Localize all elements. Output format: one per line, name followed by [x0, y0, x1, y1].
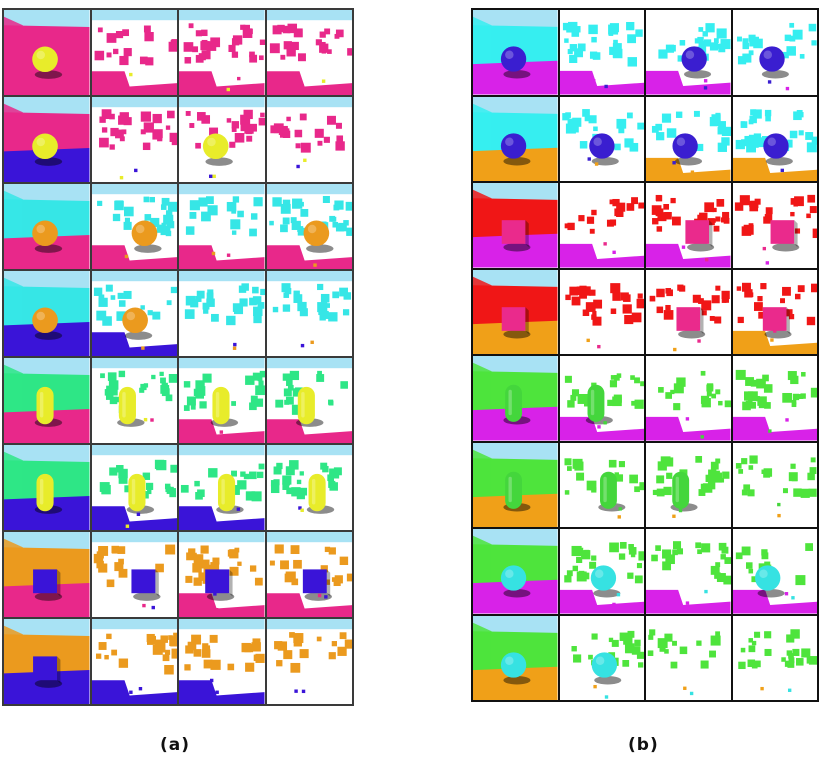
panel-a-image-grid — [2, 8, 354, 706]
scene-thumbnail-b-r7-c2 — [559, 529, 644, 614]
scene-thumbnail-b-r5-c4 — [732, 356, 817, 441]
scene-thumbnail-b-r4-c4 — [732, 269, 817, 354]
scene-thumbnail-b-r2-c3 — [646, 96, 731, 181]
scene-thumbnail-b-r8-c1 — [473, 615, 558, 700]
scene-thumbnail-a-r3-c4 — [266, 184, 352, 269]
scene-thumbnail-b-r1-c1 — [473, 10, 558, 95]
scene-thumbnail-a-r5-c3 — [179, 358, 265, 443]
scene-thumbnail-a-r1-c2 — [91, 10, 177, 95]
scene-thumbnail-a-r6-c1 — [4, 445, 90, 530]
scene-thumbnail-a-r1-c3 — [179, 10, 265, 95]
scene-thumbnail-b-r7-c3 — [646, 529, 731, 614]
scene-thumbnail-a-r4-c2 — [91, 271, 177, 356]
scene-thumbnail-a-r8-c2 — [91, 619, 177, 704]
scene-thumbnail-a-r4-c4 — [266, 271, 352, 356]
scene-thumbnail-b-r6-c3 — [646, 442, 731, 527]
scene-thumbnail-b-r8-c3 — [646, 615, 731, 700]
scene-thumbnail-b-r3-c4 — [732, 183, 817, 268]
scene-thumbnail-a-r5-c4 — [266, 358, 352, 443]
scene-thumbnail-a-r8-c4 — [266, 619, 352, 704]
scene-thumbnail-b-r1-c2 — [559, 10, 644, 95]
scene-thumbnail-b-r6-c2 — [559, 442, 644, 527]
scene-thumbnail-a-r7-c3 — [179, 532, 265, 617]
scene-thumbnail-a-r4-c1 — [4, 271, 90, 356]
scene-thumbnail-b-r4-c1 — [473, 269, 558, 354]
scene-thumbnail-b-r5-c2 — [559, 356, 644, 441]
scene-thumbnail-b-r5-c1 — [473, 356, 558, 441]
scene-thumbnail-b-r2-c1 — [473, 96, 558, 181]
scene-thumbnail-b-r8-c4 — [732, 615, 817, 700]
scene-thumbnail-b-r6-c1 — [473, 442, 558, 527]
scene-thumbnail-a-r7-c4 — [266, 532, 352, 617]
scene-thumbnail-a-r2-c4 — [266, 97, 352, 182]
scene-thumbnail-b-r4-c3 — [646, 269, 731, 354]
scene-thumbnail-a-r2-c1 — [4, 97, 90, 182]
scene-thumbnail-a-r7-c1 — [4, 532, 90, 617]
scene-thumbnail-a-r8-c3 — [179, 619, 265, 704]
panel-b-image-grid — [471, 8, 819, 702]
scene-thumbnail-b-r3-c1 — [473, 183, 558, 268]
scene-thumbnail-a-r6-c3 — [179, 445, 265, 530]
scene-thumbnail-b-r8-c2 — [559, 615, 644, 700]
scene-thumbnail-b-r7-c4 — [732, 529, 817, 614]
scene-thumbnail-a-r1-c4 — [266, 10, 352, 95]
scene-thumbnail-b-r7-c1 — [473, 529, 558, 614]
scene-thumbnail-a-r3-c2 — [91, 184, 177, 269]
scene-thumbnail-b-r2-c2 — [559, 96, 644, 181]
scene-thumbnail-b-r3-c3 — [646, 183, 731, 268]
scene-thumbnail-a-r2-c2 — [91, 97, 177, 182]
scene-thumbnail-b-r1-c4 — [732, 10, 817, 95]
scene-thumbnail-a-r3-c3 — [179, 184, 265, 269]
caption-a: (a) — [160, 735, 191, 755]
scene-thumbnail-b-r3-c2 — [559, 183, 644, 268]
scene-thumbnail-b-r5-c3 — [646, 356, 731, 441]
scene-thumbnail-a-r6-c2 — [91, 445, 177, 530]
caption-b: (b) — [628, 735, 659, 755]
scene-thumbnail-b-r2-c4 — [732, 96, 817, 181]
scene-thumbnail-a-r7-c2 — [91, 532, 177, 617]
scene-thumbnail-a-r4-c3 — [179, 271, 265, 356]
scene-thumbnail-a-r5-c2 — [91, 358, 177, 443]
scene-thumbnail-a-r2-c3 — [179, 97, 265, 182]
scene-thumbnail-a-r1-c1 — [4, 10, 90, 95]
scene-thumbnail-a-r8-c1 — [4, 619, 90, 704]
scene-thumbnail-b-r6-c4 — [732, 442, 817, 527]
scene-thumbnail-a-r3-c1 — [4, 184, 90, 269]
scene-thumbnail-b-r4-c2 — [559, 269, 644, 354]
scene-thumbnail-b-r1-c3 — [646, 10, 731, 95]
scene-thumbnail-a-r5-c1 — [4, 358, 90, 443]
scene-thumbnail-a-r6-c4 — [266, 445, 352, 530]
